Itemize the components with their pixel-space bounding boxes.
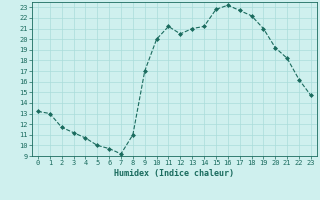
X-axis label: Humidex (Indice chaleur): Humidex (Indice chaleur)	[115, 169, 234, 178]
